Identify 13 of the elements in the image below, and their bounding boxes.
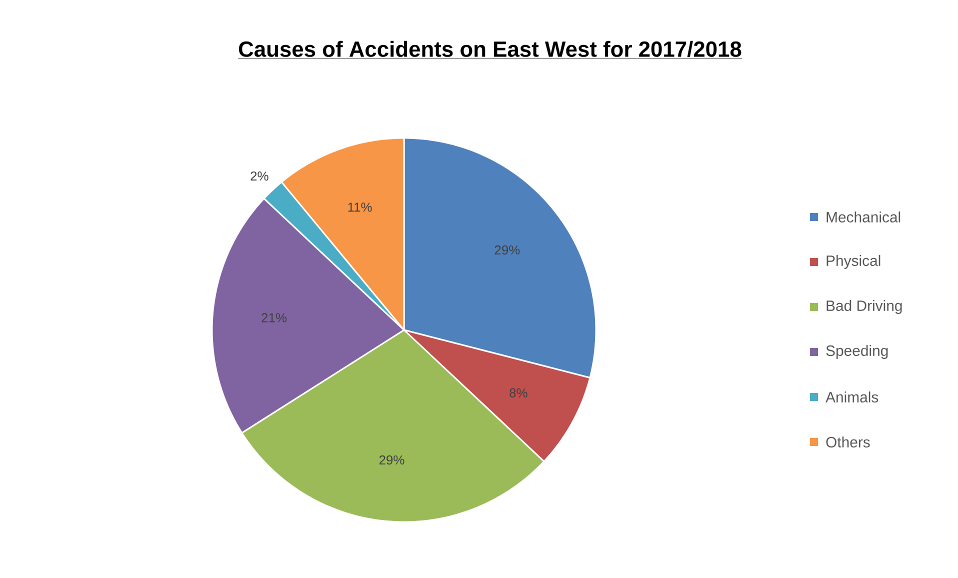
legend-label: Bad Driving bbox=[826, 300, 902, 314]
data-label: 11% bbox=[348, 202, 372, 212]
legend-label: Speeding bbox=[826, 345, 888, 359]
legend-label: Others bbox=[826, 436, 870, 448]
data-label: 8% bbox=[510, 388, 528, 398]
data-label: 21% bbox=[262, 313, 287, 322]
legend-label: Physical bbox=[826, 255, 880, 269]
data-label: 29% bbox=[494, 245, 520, 255]
data-label: 29% bbox=[379, 455, 404, 465]
legend-label: Mechanical bbox=[826, 212, 900, 222]
chart-title: Causes of Accidents on East West for 2017/2018 bbox=[238, 40, 742, 58]
data-label: 2% bbox=[250, 171, 268, 181]
legend-label: Animals bbox=[826, 392, 878, 402]
